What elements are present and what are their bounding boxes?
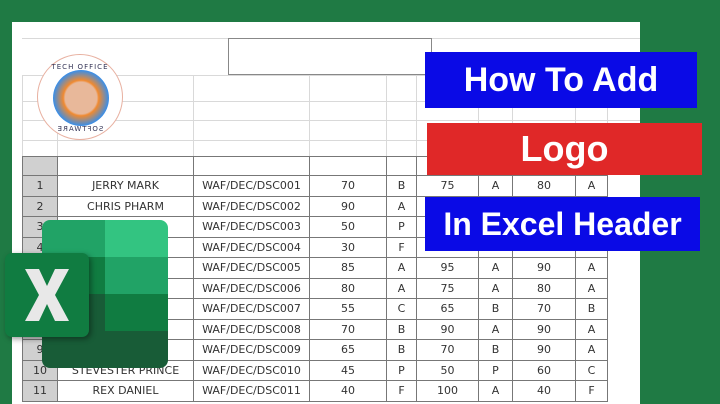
cell-g3[interactable]: F — [575, 380, 608, 402]
cell-s3[interactable]: 90 — [512, 257, 576, 279]
table-row: 1 JERRY MARK WAF/DEC/DSC001 70 B 75 A 80 A — [22, 175, 608, 197]
cell-code[interactable]: WAF/DEC/DSC008 — [193, 318, 310, 340]
row-number[interactable]: 2 — [22, 195, 58, 217]
cell-s3[interactable]: 80 — [512, 175, 576, 197]
cell-name[interactable]: CHRIS PHARM — [57, 195, 194, 217]
cell-g1[interactable]: A — [386, 195, 417, 217]
table-row: 11 REX DANIEL WAF/DEC/DSC011 40 F 100 A 40 F — [22, 380, 608, 402]
cell-s1[interactable]: 70 — [309, 175, 387, 197]
gridline — [575, 75, 576, 156]
cell-s2[interactable]: 90 — [416, 318, 479, 340]
cell-s1[interactable]: 80 — [309, 277, 387, 299]
cell-g1[interactable]: B — [386, 175, 417, 197]
cell-g3[interactable]: C — [575, 359, 608, 381]
cell-g2[interactable]: A — [478, 175, 513, 197]
cell-g2[interactable]: A — [478, 318, 513, 340]
gridline — [22, 75, 640, 76]
title-line-1: How To Add — [425, 52, 697, 108]
cell-s3[interactable]: 90 — [512, 339, 576, 361]
cell-g1[interactable]: B — [386, 339, 417, 361]
cell-s3[interactable]: 70 — [512, 298, 576, 320]
logo-text-top: TECH OFFICE — [51, 63, 109, 71]
cell-s2[interactable]: 70 — [416, 339, 479, 361]
cell-code[interactable]: WAF/DEC/DSC005 — [193, 257, 310, 279]
cell-s1[interactable]: 45 — [309, 359, 387, 381]
cell-g2[interactable]: A — [478, 257, 513, 279]
cell-code[interactable]: WAF/DEC/DSC002 — [193, 195, 310, 217]
cell-code[interactable]: WAF/DEC/DSC010 — [193, 359, 310, 381]
cell-code[interactable]: WAF/DEC/DSC003 — [193, 216, 310, 238]
cell-s2[interactable]: 75 — [416, 277, 479, 299]
cell-g3[interactable]: B — [575, 298, 608, 320]
cell-s1[interactable]: 30 — [309, 236, 387, 258]
cell-s3[interactable]: 90 — [512, 318, 576, 340]
gridline — [22, 75, 23, 156]
gridline — [478, 75, 479, 156]
cell-s1[interactable]: 50 — [309, 216, 387, 238]
cell-s2[interactable]: 50 — [416, 359, 479, 381]
cell-s1[interactable]: 85 — [309, 257, 387, 279]
cell-code[interactable]: WAF/DEC/DSC004 — [193, 236, 310, 258]
cell-s1[interactable]: 90 — [309, 195, 387, 217]
cell-g3[interactable]: A — [575, 318, 608, 340]
cell-s2[interactable]: 100 — [416, 380, 479, 402]
gridline — [416, 75, 417, 156]
merged-header-cell[interactable] — [228, 38, 432, 75]
cell-code[interactable]: WAF/DEC/DSC006 — [193, 277, 310, 299]
cell-s1[interactable]: 40 — [309, 380, 387, 402]
cell-s2[interactable]: 75 — [416, 175, 479, 197]
excel-x-glyph-icon — [25, 269, 69, 321]
cell-g1[interactable]: F — [386, 380, 417, 402]
cell-s2[interactable]: 65 — [416, 298, 479, 320]
cell-code[interactable]: WAF/DEC/DSC007 — [193, 298, 310, 320]
cell-code[interactable]: WAF/DEC/DSC001 — [193, 175, 310, 197]
gridline — [386, 75, 387, 156]
logo-text-bottom: SOFTWARE — [56, 125, 104, 133]
cell-s2[interactable]: 95 — [416, 257, 479, 279]
cell-g2[interactable]: P — [478, 359, 513, 381]
gridline — [193, 75, 194, 156]
cell-s1[interactable]: 55 — [309, 298, 387, 320]
cell-g2[interactable]: B — [478, 298, 513, 320]
cell-s3[interactable]: 80 — [512, 277, 576, 299]
cell-g2[interactable]: A — [478, 380, 513, 402]
cell-s3[interactable]: 40 — [512, 380, 576, 402]
cell-s3[interactable]: 60 — [512, 359, 576, 381]
cell-code[interactable]: WAF/DEC/DSC009 — [193, 339, 310, 361]
cell-g1[interactable]: A — [386, 277, 417, 299]
cell-s1[interactable]: 70 — [309, 318, 387, 340]
cell-g3[interactable]: A — [575, 339, 608, 361]
gridline — [309, 75, 310, 156]
title-line-3: In Excel Header — [425, 197, 700, 251]
cell-g2[interactable]: A — [478, 277, 513, 299]
logo-face-image — [53, 70, 109, 126]
gridline — [22, 101, 640, 102]
gridline — [607, 75, 608, 156]
cell-g1[interactable]: C — [386, 298, 417, 320]
row-number[interactable]: 1 — [22, 175, 58, 197]
cell-g1[interactable]: P — [386, 359, 417, 381]
cell-s1[interactable]: 65 — [309, 339, 387, 361]
cell-g3[interactable]: A — [575, 257, 608, 279]
cell-g2[interactable]: B — [478, 339, 513, 361]
row-number[interactable]: 11 — [22, 380, 58, 402]
cell-name[interactable]: REX DANIEL — [57, 380, 194, 402]
cell-g3[interactable]: A — [575, 277, 608, 299]
cell-g1[interactable]: B — [386, 318, 417, 340]
cell-code[interactable]: WAF/DEC/DSC011 — [193, 380, 310, 402]
gridline — [22, 140, 640, 141]
gridline — [22, 120, 640, 121]
title-line-2: Logo — [427, 123, 702, 175]
cell-name[interactable]: JERRY MARK — [57, 175, 194, 197]
header-logo: TECH OFFICE SOFTWARE — [37, 54, 123, 140]
cell-g1[interactable]: A — [386, 257, 417, 279]
gridline — [512, 75, 513, 156]
excel-logo-icon — [5, 253, 89, 337]
cell-g1[interactable]: F — [386, 236, 417, 258]
cell-g1[interactable]: P — [386, 216, 417, 238]
cell-g3[interactable]: A — [575, 175, 608, 197]
